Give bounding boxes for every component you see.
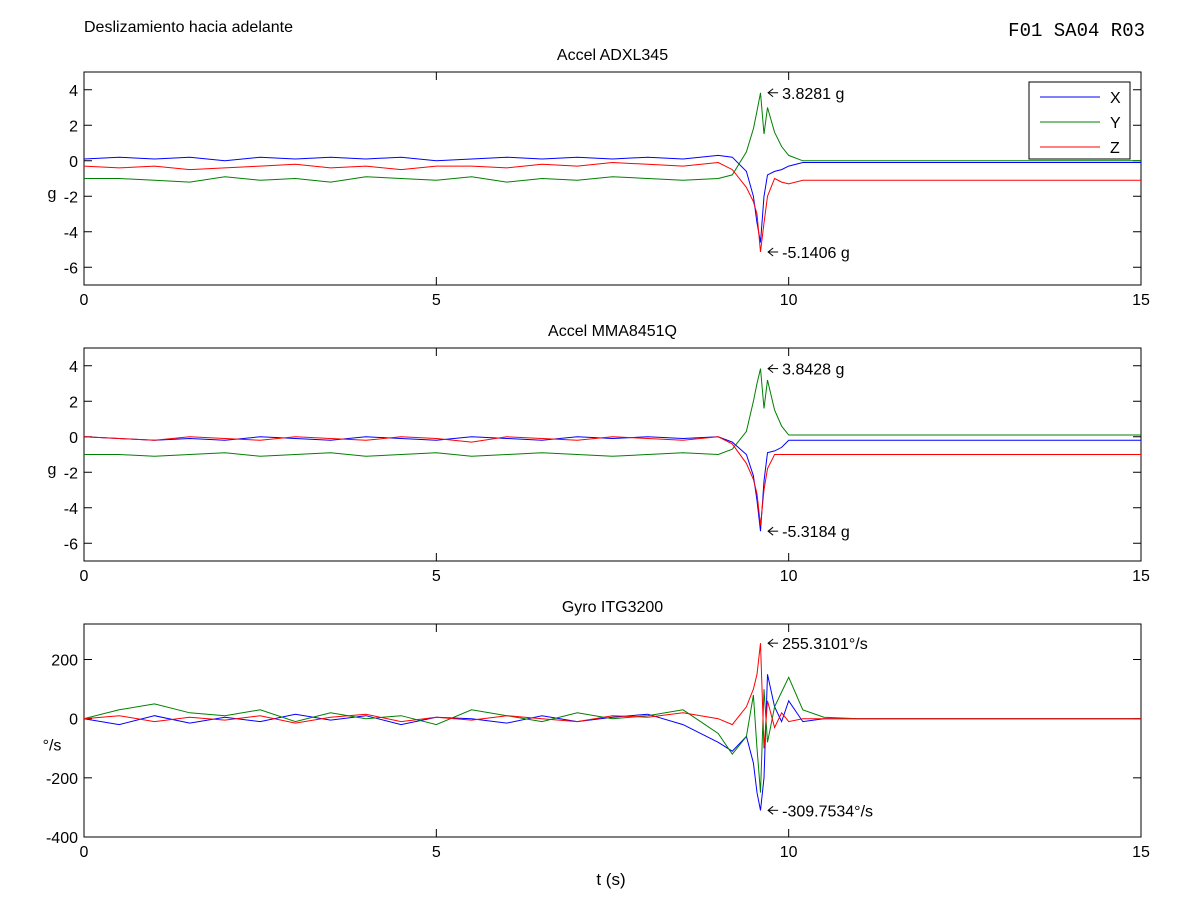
series-line-z	[84, 643, 1141, 749]
annotation-arrowhead	[767, 805, 774, 815]
series-line-y	[84, 368, 1141, 457]
x-tick-label: 15	[1132, 844, 1150, 861]
series-line-x	[84, 674, 1141, 811]
y-axis-label: g	[48, 462, 57, 479]
x-tick-label: 5	[432, 568, 441, 585]
x-tick-label: 15	[1132, 568, 1150, 585]
annotation-arrowhead	[767, 638, 774, 648]
y-tick-label: -2	[64, 189, 78, 206]
x-tick-label: 0	[80, 844, 89, 861]
x-tick-label: 10	[780, 292, 798, 309]
annotation-label: -5.3184 g	[782, 524, 850, 541]
subplot-title: Gyro ITG3200	[562, 599, 663, 616]
y-axis-label: g	[48, 186, 57, 203]
x-tick-label: 0	[80, 292, 89, 309]
subplot-3: Gyro ITG3200 °/s 0 5 10 15 -400 -200 0 200 255.310…	[43, 599, 1150, 861]
annotation-label: -309.7534°/s	[782, 803, 873, 820]
annotation-arrowhead	[767, 88, 774, 98]
y-tick-label: 2	[69, 118, 78, 135]
figure-title: Deslizamiento hacia adelante	[84, 19, 293, 36]
subplot-title: Accel ADXL345	[557, 47, 668, 64]
y-tick-label: -400	[46, 830, 78, 847]
y-tick-label: 0	[69, 712, 78, 729]
y-tick-label: -2	[64, 465, 78, 482]
series-line-z	[84, 161, 1141, 253]
y-tick-label: 200	[51, 653, 78, 670]
annotation-arrowhead	[767, 364, 774, 373]
x-tick-label: 5	[432, 844, 441, 861]
y-tick-label: -6	[64, 260, 78, 277]
series-line-x	[84, 154, 1141, 243]
y-tick-label: 0	[69, 430, 78, 447]
annotation-arrowhead	[767, 526, 774, 536]
legend: XYZ	[1028, 81, 1131, 160]
x-tick-label: 10	[780, 844, 798, 861]
subplot-title: Accel MMA8451Q	[548, 323, 677, 340]
annotation-label: 255.3101°/s	[782, 636, 868, 653]
series-line-x	[84, 436, 1141, 532]
legend-box	[1028, 81, 1131, 160]
legend-label-z: Z	[1110, 140, 1120, 157]
y-tick-label: -4	[64, 501, 78, 518]
annotation-label: -5.1406 g	[782, 245, 850, 262]
series-line-z	[84, 436, 1141, 526]
y-tick-label: 4	[69, 359, 78, 376]
x-tick-label: 15	[1132, 292, 1150, 309]
series-line-y	[84, 676, 1141, 793]
y-tick-label: -4	[64, 225, 78, 242]
y-tick-label: -6	[64, 536, 78, 553]
y-tick-label: -200	[46, 771, 78, 788]
series-line-y	[84, 92, 1141, 183]
y-tick-label: 4	[69, 83, 78, 100]
legend-label-x: X	[1110, 90, 1121, 107]
annotation-label: 3.8281 g	[782, 86, 844, 103]
legend-label-y: Y	[1110, 115, 1121, 132]
x-tick-label: 0	[80, 568, 89, 585]
x-tick-label: 5	[432, 292, 441, 309]
y-axis-label: °/s	[43, 738, 62, 755]
annotation-arrowhead	[767, 247, 774, 257]
x-tick-label: 10	[780, 568, 798, 585]
y-tick-label: 2	[69, 394, 78, 411]
y-tick-label: 0	[69, 154, 78, 171]
figure-code: F01 SA04 R03	[1008, 20, 1145, 42]
annotation-label: 3.8428 g	[782, 362, 844, 379]
x-axis-label: t (s)	[596, 870, 625, 889]
axes-box	[83, 623, 1142, 838]
